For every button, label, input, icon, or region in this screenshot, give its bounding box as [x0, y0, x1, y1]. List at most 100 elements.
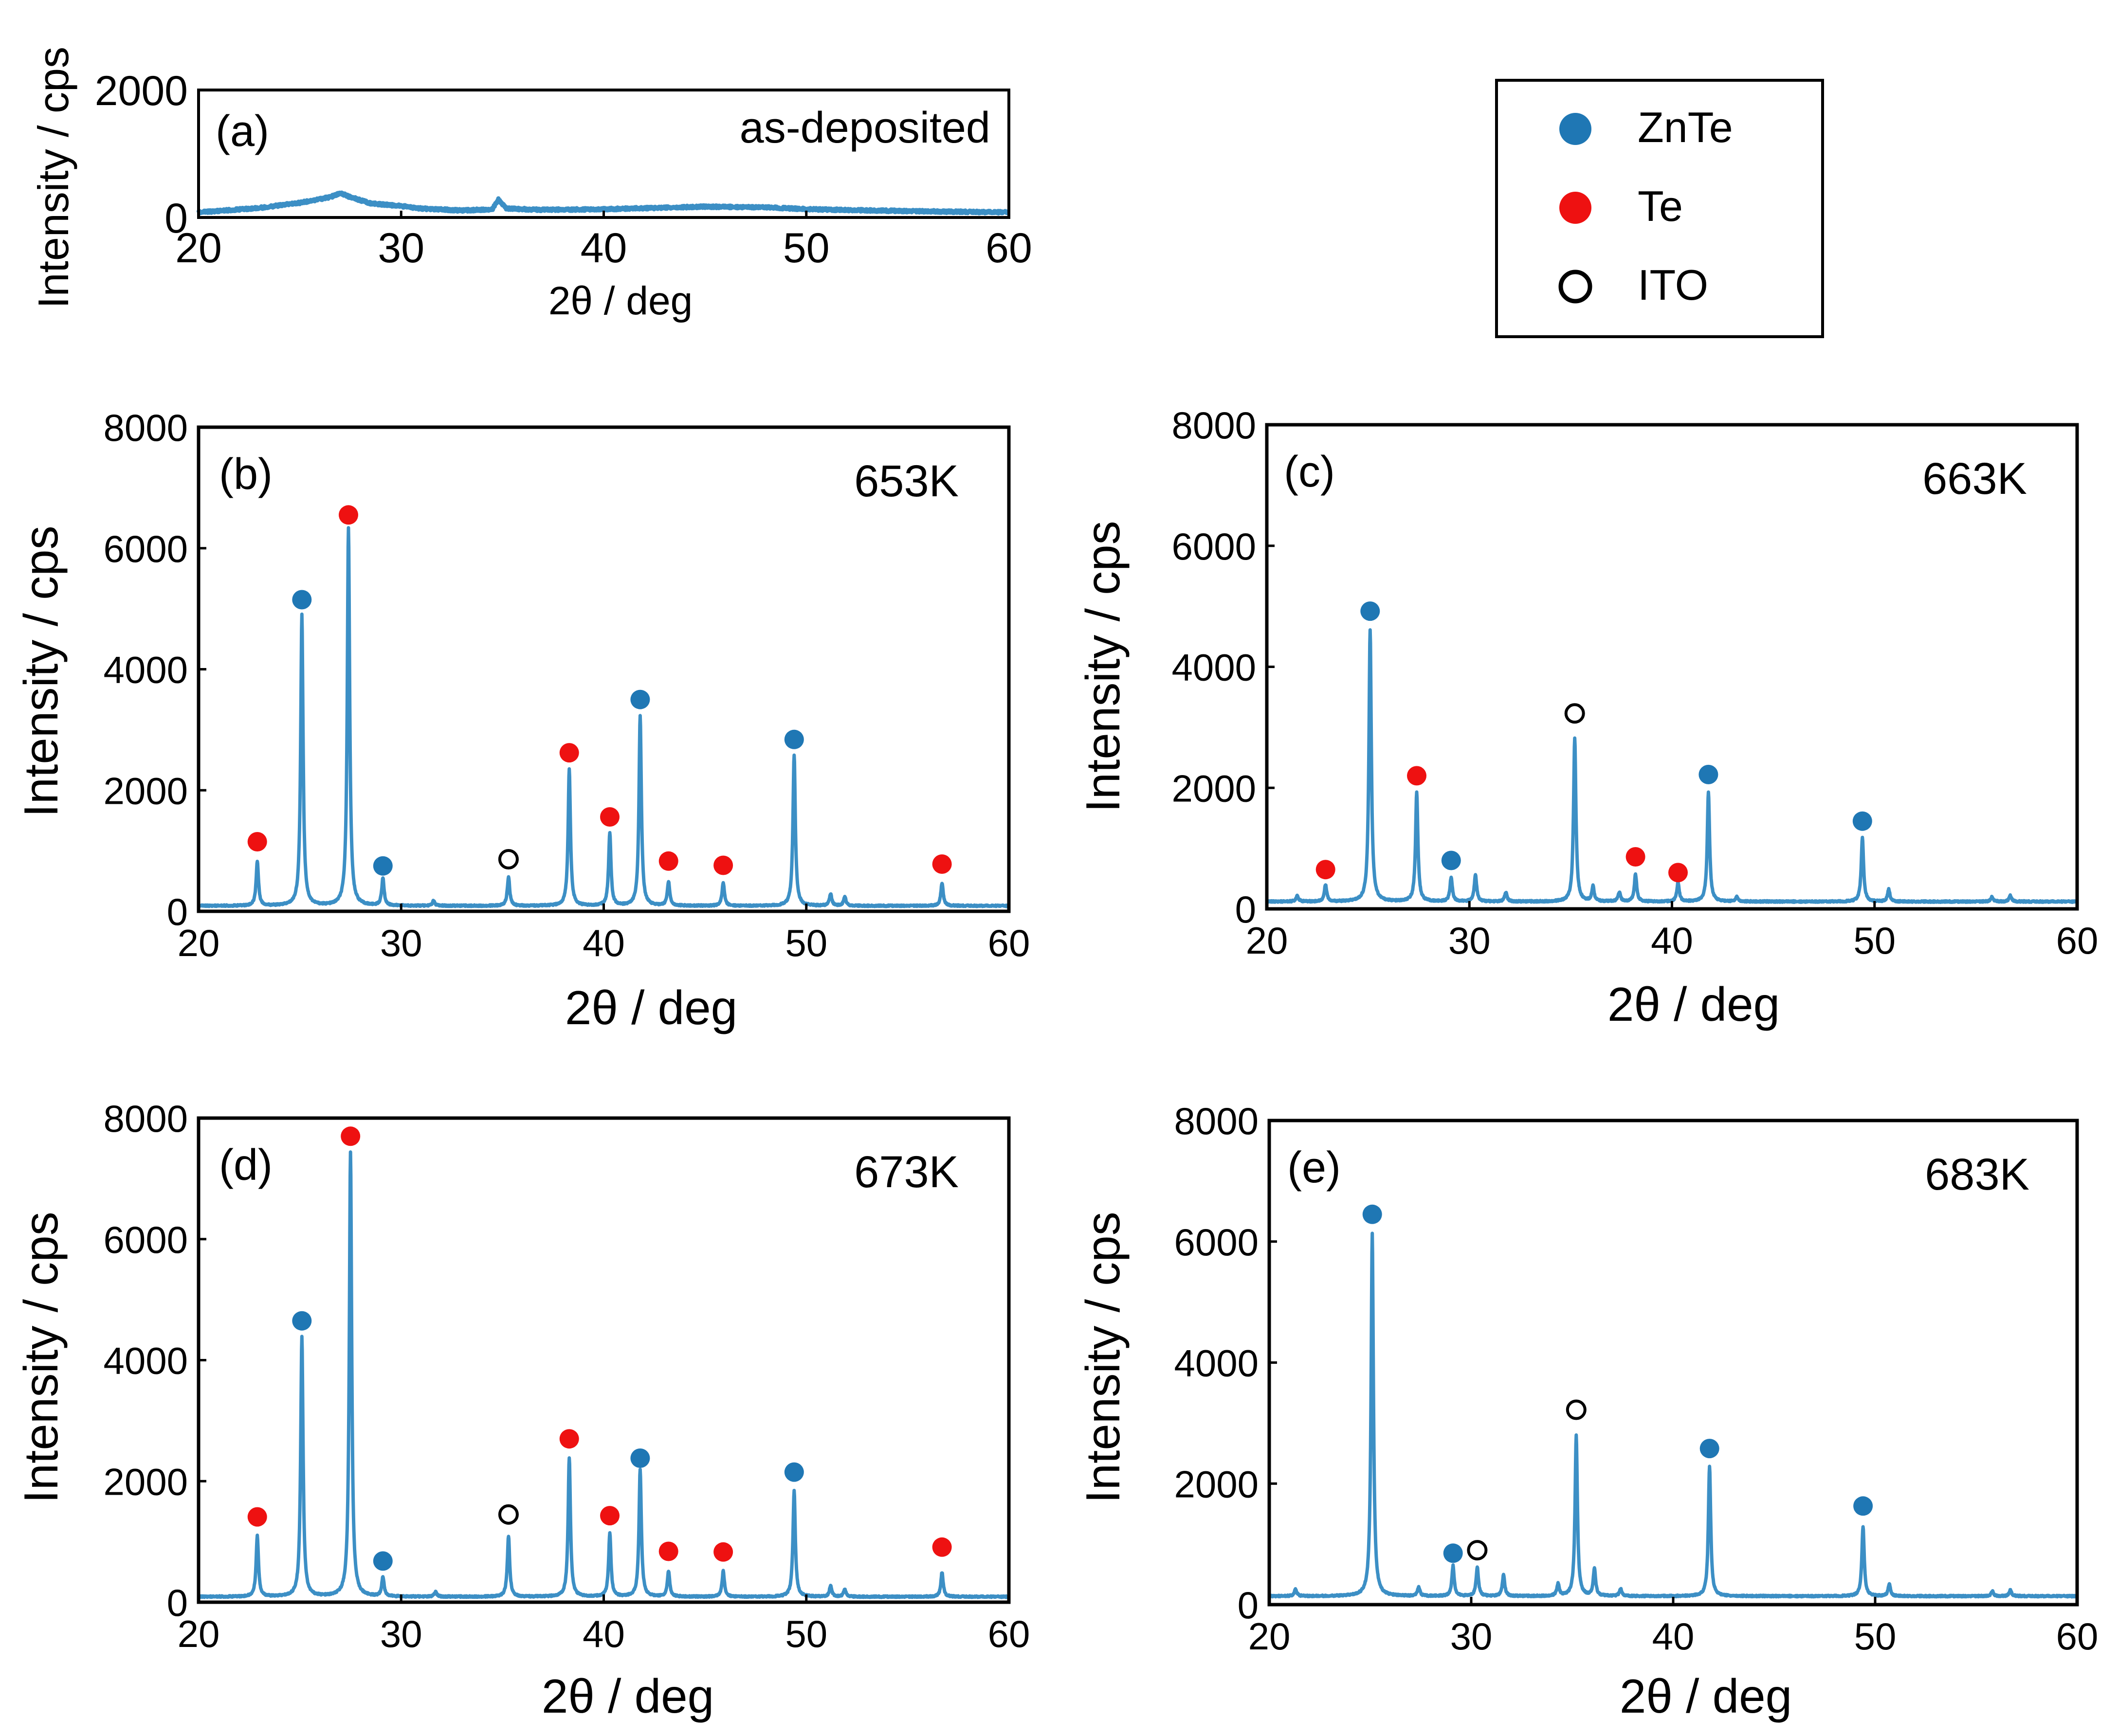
te-peak-marker-b-2	[339, 505, 358, 525]
x-tick-label-d-1: 30	[380, 1612, 422, 1655]
trace-path-c	[1265, 628, 2079, 904]
x-axis-label-a: 2θ / deg	[548, 279, 693, 323]
legend-te-label: Te	[1638, 182, 1683, 230]
x-axis-label-c: 2θ / deg	[1607, 977, 1780, 1031]
x-tick-label-b-1: 30	[380, 922, 422, 964]
y-axis-label-d: Intensity / cps	[14, 1212, 68, 1503]
znte-peak-marker-b-3	[373, 856, 393, 876]
znte-peak-marker-b-10	[784, 729, 804, 749]
y-tick-label-e-0: 0	[1238, 1584, 1259, 1627]
panel-label-d: (d)	[219, 1141, 273, 1190]
x-tick-label-e-2: 40	[1652, 1615, 1695, 1658]
x-tick-label-b-4: 60	[988, 922, 1030, 964]
panel-label-a: (a)	[216, 107, 269, 156]
znte-peak-marker-b-7	[630, 689, 650, 709]
x-tick-label-d-2: 40	[583, 1612, 625, 1655]
y-tick-label-d-0: 0	[167, 1581, 188, 1624]
x-axis-label-b: 2θ / deg	[565, 981, 737, 1034]
y-tick-label-b-0: 0	[167, 890, 188, 933]
x-tick-label-d-4: 60	[988, 1612, 1030, 1655]
xrd-pattern-line-b	[197, 526, 1010, 908]
te-peak-marker-d-0	[247, 1507, 267, 1527]
te-peak-marker-c-6	[1668, 863, 1688, 883]
y-tick-label-a-0: 0	[164, 195, 188, 242]
y-tick-label-b-4: 8000	[103, 406, 188, 449]
te-peak-marker-b-5	[559, 743, 579, 763]
ito-peak-marker-c-4	[1564, 703, 1585, 724]
y-tick-label-e-3: 6000	[1174, 1221, 1259, 1264]
x-tick-label-a-0: 20	[175, 225, 222, 271]
y-axis-label-c: Intensity / cps	[1076, 521, 1130, 812]
annotation-d: 673K	[854, 1147, 959, 1197]
y-axis-label-a: Intensity / cps	[29, 47, 77, 308]
xrd-pattern-line-e	[1268, 1231, 2079, 1599]
panel-b: 20 30 40 50 60 0 2000 4000 6000 8000 (b) 653K 2θ…	[14, 406, 1030, 1034]
legend-znte-label: ZnTe	[1638, 103, 1733, 151]
panel-label-e: (e)	[1287, 1143, 1341, 1192]
trace-path-e	[1268, 1231, 2079, 1599]
y-axis-label-e: Intensity / cps	[1076, 1212, 1130, 1503]
x-tick-label-c-4: 60	[2056, 919, 2099, 962]
y-ticks-c: 0 2000 4000 6000 8000	[1171, 404, 1275, 931]
x-tick-label-d-3: 50	[785, 1612, 827, 1655]
y-tick-label-b-3: 6000	[103, 527, 188, 570]
y-tick-label-b-1: 2000	[103, 769, 188, 812]
x-tick-label-d-0: 20	[178, 1612, 220, 1655]
y-ticks-e: 0 2000 4000 6000 8000	[1174, 1100, 1277, 1627]
panel-c: 20 30 40 50 60 0 2000 4000 6000 8000 (c) 663K 2θ…	[1076, 404, 2098, 1031]
x-tick-label-c-0: 20	[1246, 919, 1288, 962]
x-axis-label-e: 2θ / deg	[1620, 1669, 1792, 1723]
annotation-e: 683K	[1925, 1150, 2029, 1199]
trace-path-b	[197, 526, 1010, 908]
legend-ito-marker	[1558, 270, 1592, 304]
y-tick-label-a-1: 2000	[95, 68, 188, 114]
y-tick-label-c-2: 4000	[1171, 646, 1256, 689]
panel-d: 20 30 40 50 60 0 2000 4000 6000 8000 (d) 673K 2θ…	[14, 1097, 1030, 1723]
peak-markers-c	[1315, 601, 1872, 883]
ito-peak-marker-b-4	[498, 849, 519, 869]
x-ticks-a: 20 30 40 50 60	[175, 211, 1032, 271]
znte-peak-marker-d-1	[292, 1311, 312, 1331]
peak-markers-e	[1362, 1204, 1873, 1563]
annotation-a: as-deposited	[740, 104, 990, 152]
znte-peak-marker-c-1	[1360, 601, 1380, 621]
x-tick-label-e-4: 60	[2056, 1615, 2099, 1658]
te-peak-marker-d-2	[341, 1126, 361, 1146]
x-tick-label-b-0: 20	[178, 922, 220, 964]
panel-label-c: (c)	[1284, 448, 1335, 496]
znte-peak-marker-d-10	[784, 1462, 804, 1482]
x-ticks-d: 20 30 40 50 60	[178, 1594, 1030, 1655]
legend-box	[1495, 79, 1824, 338]
te-peak-marker-d-11	[932, 1537, 952, 1557]
panel-a: 20 30 40 50 60 0 2000 (a) as-deposited 2θ / d…	[29, 47, 1032, 323]
xrd-pattern-line-d	[197, 1150, 1011, 1599]
te-peak-marker-b-9	[713, 855, 733, 875]
ito-peak-marker-d-4	[498, 1504, 519, 1525]
te-peak-marker-b-0	[247, 832, 267, 851]
y-ticks-a: 0 2000	[95, 68, 205, 242]
te-peak-marker-c-5	[1625, 847, 1645, 867]
x-tick-label-e-1: 30	[1450, 1615, 1493, 1658]
legend: ZnTe Te ITO	[1495, 79, 1824, 338]
legend-te-marker	[1559, 192, 1591, 224]
peak-markers-b	[247, 505, 952, 876]
x-tick-label-e-0: 20	[1248, 1615, 1291, 1658]
x-tick-label-c-1: 30	[1448, 919, 1491, 962]
te-peak-marker-d-6	[600, 1506, 620, 1526]
te-peak-marker-d-8	[658, 1541, 678, 1561]
y-tick-label-d-2: 4000	[103, 1339, 188, 1382]
annotation-c: 663K	[1922, 454, 2027, 504]
znte-peak-marker-c-7	[1698, 764, 1718, 784]
x-tick-label-b-2: 40	[583, 922, 625, 964]
y-ticks-b: 0 2000 4000 6000 8000	[103, 406, 206, 933]
y-tick-label-d-4: 8000	[103, 1097, 188, 1140]
y-tick-label-c-0: 0	[1235, 888, 1256, 931]
x-tick-label-a-3: 50	[783, 225, 830, 271]
te-peak-marker-d-9	[713, 1542, 733, 1562]
annotation-b: 653K	[854, 456, 959, 506]
y-axis-label-b: Intensity / cps	[14, 525, 68, 817]
y-ticks-d: 0 2000 4000 6000 8000	[103, 1097, 206, 1624]
legend-znte-marker	[1559, 113, 1591, 145]
trace-path-a	[196, 190, 1011, 216]
